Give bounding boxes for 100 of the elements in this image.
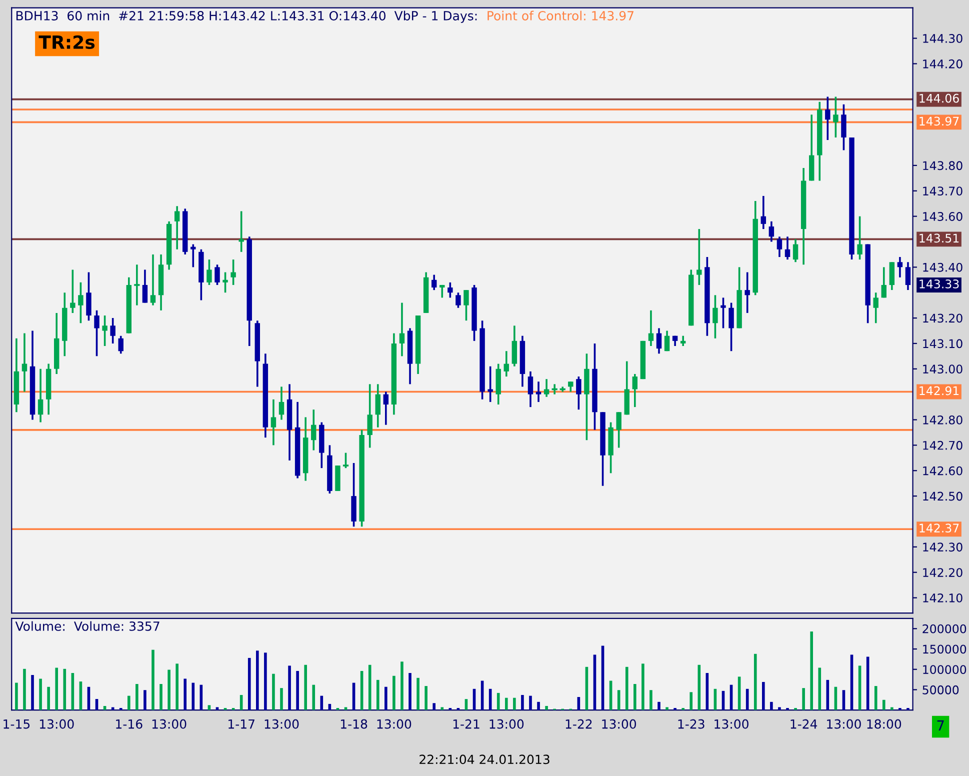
bar [440,707,444,710]
bar [368,664,372,710]
bar [216,707,219,710]
bar [529,696,532,710]
bar [31,675,34,710]
y-tick-label: 144.30 [923,34,962,43]
bar [136,684,138,710]
text: 7 [937,720,944,731]
text: 22:21:04 24.01.2013 [420,754,550,764]
bar [304,664,307,710]
bar [778,707,781,710]
bar [882,700,886,710]
bar [802,688,805,710]
y-tick-label: 143.60 [923,212,962,221]
candlestick [905,261,911,291]
candlestick [206,258,212,286]
x-tick-label: 1-18 [340,719,368,729]
candlestick [94,309,100,358]
bar [504,698,508,710]
bar [432,703,436,710]
candlestick [150,254,156,306]
candlestick [78,282,84,324]
bar [63,668,66,710]
bar [248,658,251,710]
annotation: TR:2s [38,35,95,49]
candlestick [792,238,798,263]
ref-line-label: 143.51 [920,234,959,243]
candlestick [102,314,108,347]
candlestick [664,330,670,352]
bar [168,670,170,710]
candlestick [768,220,774,243]
x-tick-label: 1-22 [566,719,592,729]
bar [392,676,396,710]
ref-line-label: 142.37 [920,524,959,533]
bar [127,696,130,710]
x-tick-label: 1-15 [4,719,30,729]
ref-line-label: 143.97 [920,116,959,126]
bar [416,678,420,710]
bar [280,688,283,710]
candlestick [399,302,405,358]
candlestick [776,236,782,258]
y-tick-label: 143.10 [923,339,962,348]
candlestick [238,210,244,253]
annotation: Point of Control: 143.97 [488,10,634,20]
y-tick-label: 143.80 [923,161,962,170]
bar [47,686,50,710]
candlestick [70,268,76,314]
bar [642,664,644,710]
candlestick [712,294,718,340]
x-tick-label: 1-21 [453,719,480,729]
bar [609,680,612,710]
bar [55,668,58,710]
candlestick [448,282,453,299]
bar [152,650,154,710]
candlestick [760,195,766,230]
bar [400,662,404,710]
candlestick [528,370,534,408]
bar [874,686,878,710]
y-tick-label: 142.70 [923,440,962,450]
bar [625,666,628,710]
bar [384,686,388,710]
bar [208,705,211,710]
candlestick [488,365,493,403]
bar [296,670,299,710]
x-tick-label: 13:00 [377,719,412,729]
y-tick-label: 142.50 [923,492,962,501]
y-tick-label: 143.40 [923,262,962,272]
bar [288,666,291,710]
bar [144,690,146,710]
bar [818,668,822,710]
bar [633,684,636,710]
candlestick [222,271,228,294]
bar [160,684,162,710]
y-tick-label: 200000 [922,624,966,634]
y-tick-label: 143.00 [923,364,962,374]
bar [184,678,187,710]
candlestick [142,268,148,304]
bar [521,694,524,710]
candlestick [825,96,830,141]
x-tick-label: 13:00 [602,719,636,729]
x-tick-label: 13:00 [490,719,524,729]
bar [690,692,693,710]
bar [15,682,18,710]
candlestick [680,334,686,347]
candlestick [22,332,28,393]
candlestick [857,215,862,260]
candlestick [873,292,878,324]
candlestick [431,274,437,291]
bar [424,686,428,710]
y-tick-label: 142.60 [923,466,962,476]
bar [272,674,275,710]
y-tick-label: 143.20 [923,314,962,323]
bar [754,654,757,710]
chart-title: Volume: Volume: 3357 [15,621,160,631]
candlestick [536,380,542,403]
bar [344,707,348,710]
x-tick-label: 13:00 [827,719,861,729]
candlestick [656,327,662,355]
x-tick-label: 18:00 [867,719,902,729]
bar [666,707,668,710]
